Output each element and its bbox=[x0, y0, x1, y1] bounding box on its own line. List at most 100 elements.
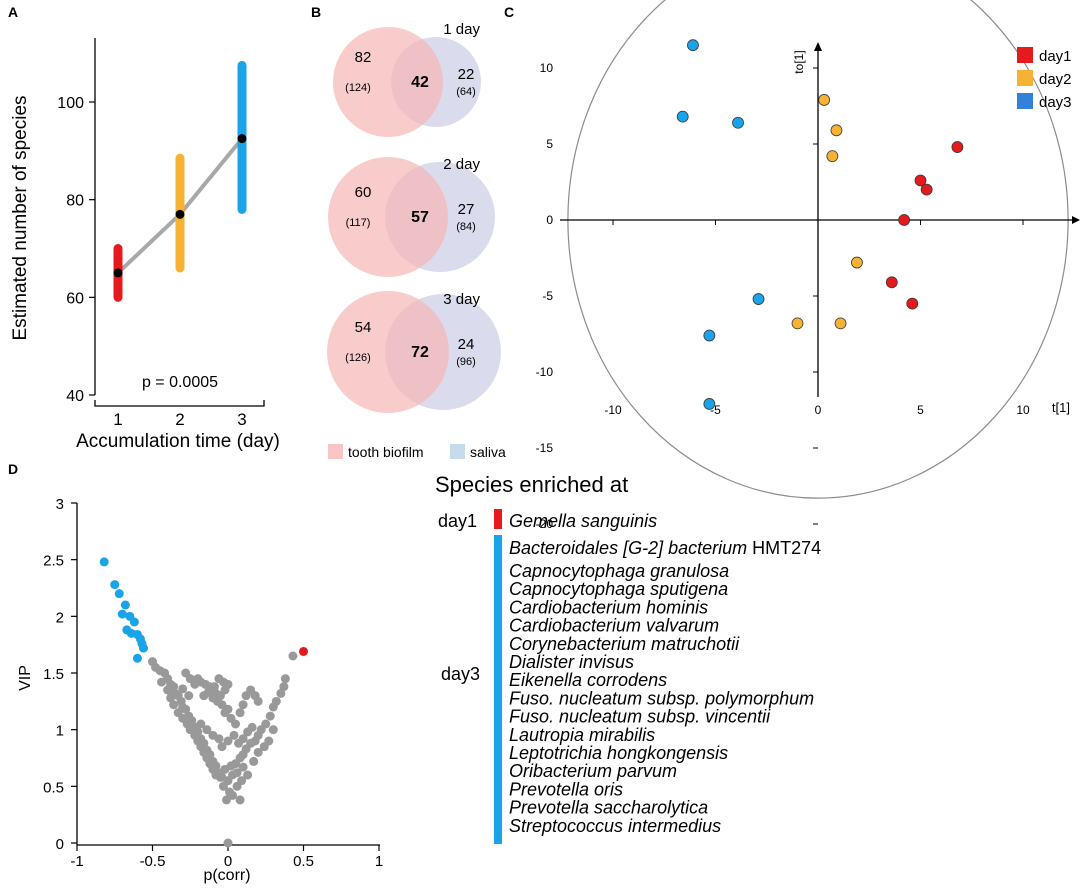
d-y-tick-label: 3 bbox=[56, 496, 64, 513]
c-y-tick-label: -10 bbox=[536, 365, 554, 379]
legend-label-saliva: saliva bbox=[470, 444, 506, 460]
d-y-label: VIP bbox=[17, 665, 34, 691]
d-point-other bbox=[288, 651, 298, 661]
d-point-other bbox=[238, 700, 248, 710]
d-point-other bbox=[229, 730, 239, 740]
species-day3-item: Capnocytophaga granulosa bbox=[509, 561, 729, 581]
species-title: Species enriched at bbox=[435, 472, 628, 497]
c-point-day1 bbox=[898, 214, 910, 226]
panel-letter-c: C bbox=[504, 4, 514, 20]
venn-day-label: 3 day bbox=[443, 291, 480, 308]
c-point-day3 bbox=[687, 39, 699, 52]
panel-letter-b: B bbox=[311, 4, 321, 20]
d-x-label: p(corr) bbox=[203, 867, 250, 884]
c-legend: day1 day2 day3 bbox=[1017, 47, 1072, 111]
a-y-tick-label: 60 bbox=[66, 290, 84, 307]
a-x-label: Accumulation time (day) bbox=[76, 431, 280, 452]
venn-right-count: 22 bbox=[458, 66, 475, 83]
venn-left-count: 60 bbox=[355, 184, 372, 201]
d-point-other bbox=[208, 730, 218, 740]
d-point-other bbox=[247, 722, 257, 732]
c-legend-swatch-day3 bbox=[1017, 93, 1033, 109]
c-legend-label-day2: day2 bbox=[1039, 71, 1072, 88]
c-legend-swatch-day2 bbox=[1017, 70, 1033, 86]
c-y-tick-label: -5 bbox=[542, 289, 553, 303]
c-point-day2 bbox=[851, 256, 863, 269]
d-point-other bbox=[238, 734, 248, 744]
species-day3-item: Streptococcus intermedius bbox=[509, 816, 721, 836]
species-day3-item: Leptotrichia hongkongensis bbox=[509, 743, 728, 763]
panel-b-venn: 1 day 82 (124) 42 22 (64) 2 day 60 (117) 57 27 (84)… bbox=[327, 21, 506, 460]
c-point-day2 bbox=[834, 317, 847, 330]
venn-diagram: 3 day 54 (126) 72 24 (96) bbox=[327, 291, 501, 413]
venn-circle-tooth-biofilm bbox=[333, 27, 443, 137]
panel-a-chart: 40 60 80 100 1 2 3 p = 0.0005 Accumulation tim… bbox=[10, 38, 280, 452]
venn-left-total: (124) bbox=[345, 82, 371, 94]
d-point-other bbox=[232, 768, 242, 778]
species-day3-label: day3 bbox=[441, 664, 480, 684]
c-legend-swatch-day1 bbox=[1017, 47, 1033, 63]
d-point-other bbox=[264, 736, 274, 746]
d-point-other bbox=[243, 770, 253, 780]
d-points bbox=[99, 557, 308, 848]
venn-overlap-count: 57 bbox=[411, 209, 429, 226]
d-point-other bbox=[184, 691, 194, 701]
species-day3-item-first: Bacteroidales [G-2] bacterium HMT274 bbox=[509, 538, 821, 558]
d-point-other bbox=[268, 725, 278, 735]
d-point-other bbox=[196, 719, 206, 729]
c-point-day1 bbox=[951, 141, 964, 153]
species-day3-item-first-plain: HMT274 bbox=[747, 538, 821, 558]
c-x-tick-label: 5 bbox=[917, 403, 924, 417]
d-point-other bbox=[220, 708, 230, 718]
venn-right-total: (96) bbox=[456, 356, 476, 368]
a-x-tick-label: 1 bbox=[113, 410, 122, 429]
species-day1-bar bbox=[494, 509, 502, 529]
d-point-other bbox=[214, 674, 224, 684]
d-x-tick-label: 0.5 bbox=[293, 853, 314, 870]
species-day3-item: Oribacterium parvum bbox=[509, 761, 677, 781]
c-x-tick-label: 10 bbox=[1016, 403, 1030, 417]
c-point-day1 bbox=[920, 183, 933, 196]
c-y-tick-label: 5 bbox=[546, 137, 553, 151]
species-day3-bar bbox=[494, 535, 502, 844]
species-day3-item: Cardiobacterium hominis bbox=[509, 597, 708, 617]
c-legend-label-day1: day1 bbox=[1039, 48, 1072, 65]
d-point-other bbox=[169, 700, 179, 710]
d-point-other bbox=[249, 756, 259, 766]
c-point-day2 bbox=[818, 94, 831, 106]
species-list: Species enriched at day1 Gemella sanguin… bbox=[435, 472, 821, 844]
d-point-other bbox=[280, 674, 290, 684]
c-point-day3 bbox=[752, 293, 765, 305]
legend-label-tooth-biofilm: tooth biofilm bbox=[348, 444, 423, 460]
d-y-tick-label: 0.5 bbox=[43, 779, 64, 796]
d-y-tick-label: 1.5 bbox=[43, 666, 64, 683]
venn-right-count: 27 bbox=[458, 201, 475, 218]
legend-swatch-tooth-biofilm bbox=[328, 444, 343, 459]
species-day3-item: Cardiobacterium valvarum bbox=[509, 616, 719, 636]
d-point-other bbox=[223, 736, 233, 746]
panel-letter-d: D bbox=[8, 461, 18, 477]
c-point-day1 bbox=[914, 174, 927, 187]
d-point-other bbox=[235, 795, 245, 805]
d-point-other bbox=[178, 684, 188, 694]
d-point-other bbox=[268, 702, 278, 712]
d-x-tick-label: 0 bbox=[224, 853, 232, 870]
venn-diagram: 1 day 82 (124) 42 22 (64) bbox=[333, 21, 481, 137]
venn-left-total: (126) bbox=[345, 352, 371, 364]
venn-overlap-count: 42 bbox=[411, 74, 429, 91]
species-day1-label: day1 bbox=[438, 511, 477, 531]
venn-right-total: (64) bbox=[456, 86, 476, 98]
venn-right-total: (84) bbox=[456, 221, 476, 233]
d-point-other bbox=[163, 685, 173, 695]
c-x-label: t[1] bbox=[1052, 400, 1070, 415]
c-x-tick-label: -10 bbox=[604, 403, 622, 417]
d-point-other bbox=[217, 742, 227, 752]
venn-left-count: 82 bbox=[355, 49, 372, 66]
a-ticks: 40 60 80 100 1 2 3 bbox=[57, 95, 246, 429]
d-point-day3 bbox=[114, 589, 124, 599]
species-day3-item: Prevotella oris bbox=[509, 779, 623, 799]
a-mean-point bbox=[113, 268, 123, 278]
c-point-day2 bbox=[791, 317, 804, 330]
